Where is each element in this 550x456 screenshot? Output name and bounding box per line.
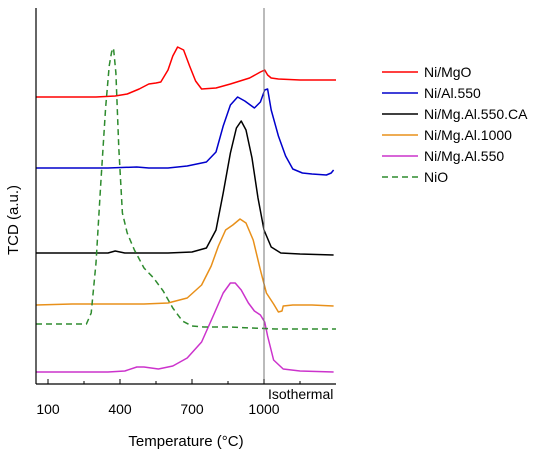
legend-label-3: Ni/Mg.Al.1000 [424,127,512,143]
series-line-0 [36,46,336,98]
legend: Ni/MgO Ni/Al.550 Ni/Mg.Al.550.CA Ni/Mg.Al.1… [382,64,528,185]
x-tick-label: 400 [108,401,132,417]
y-axis-title: TCD (a.u.) [5,185,22,255]
x-tick-label: 700 [180,401,204,417]
series-line-4 [36,282,334,373]
x-tick-label: 100 [36,401,60,417]
x-ticks: 100 400 700 1000 [36,379,301,417]
series-line-2 [36,120,334,256]
isothermal-label: Isothermal [268,386,333,402]
series-line-1 [36,88,335,176]
series-line-3 [35,218,334,313]
legend-label-5: NiO [424,169,448,185]
plot-series [35,46,336,373]
series-line-5 [36,47,336,330]
x-axis-title: Temperature (°C) [128,433,243,450]
axes [35,8,336,385]
x-tick-label: 1000 [248,401,279,417]
legend-label-1: Ni/Al.550 [424,85,481,101]
legend-label-0: Ni/MgO [424,64,472,80]
legend-label-4: Ni/Mg.Al.550 [424,148,504,164]
legend-label-2: Ni/Mg.Al.550.CA [424,106,528,122]
